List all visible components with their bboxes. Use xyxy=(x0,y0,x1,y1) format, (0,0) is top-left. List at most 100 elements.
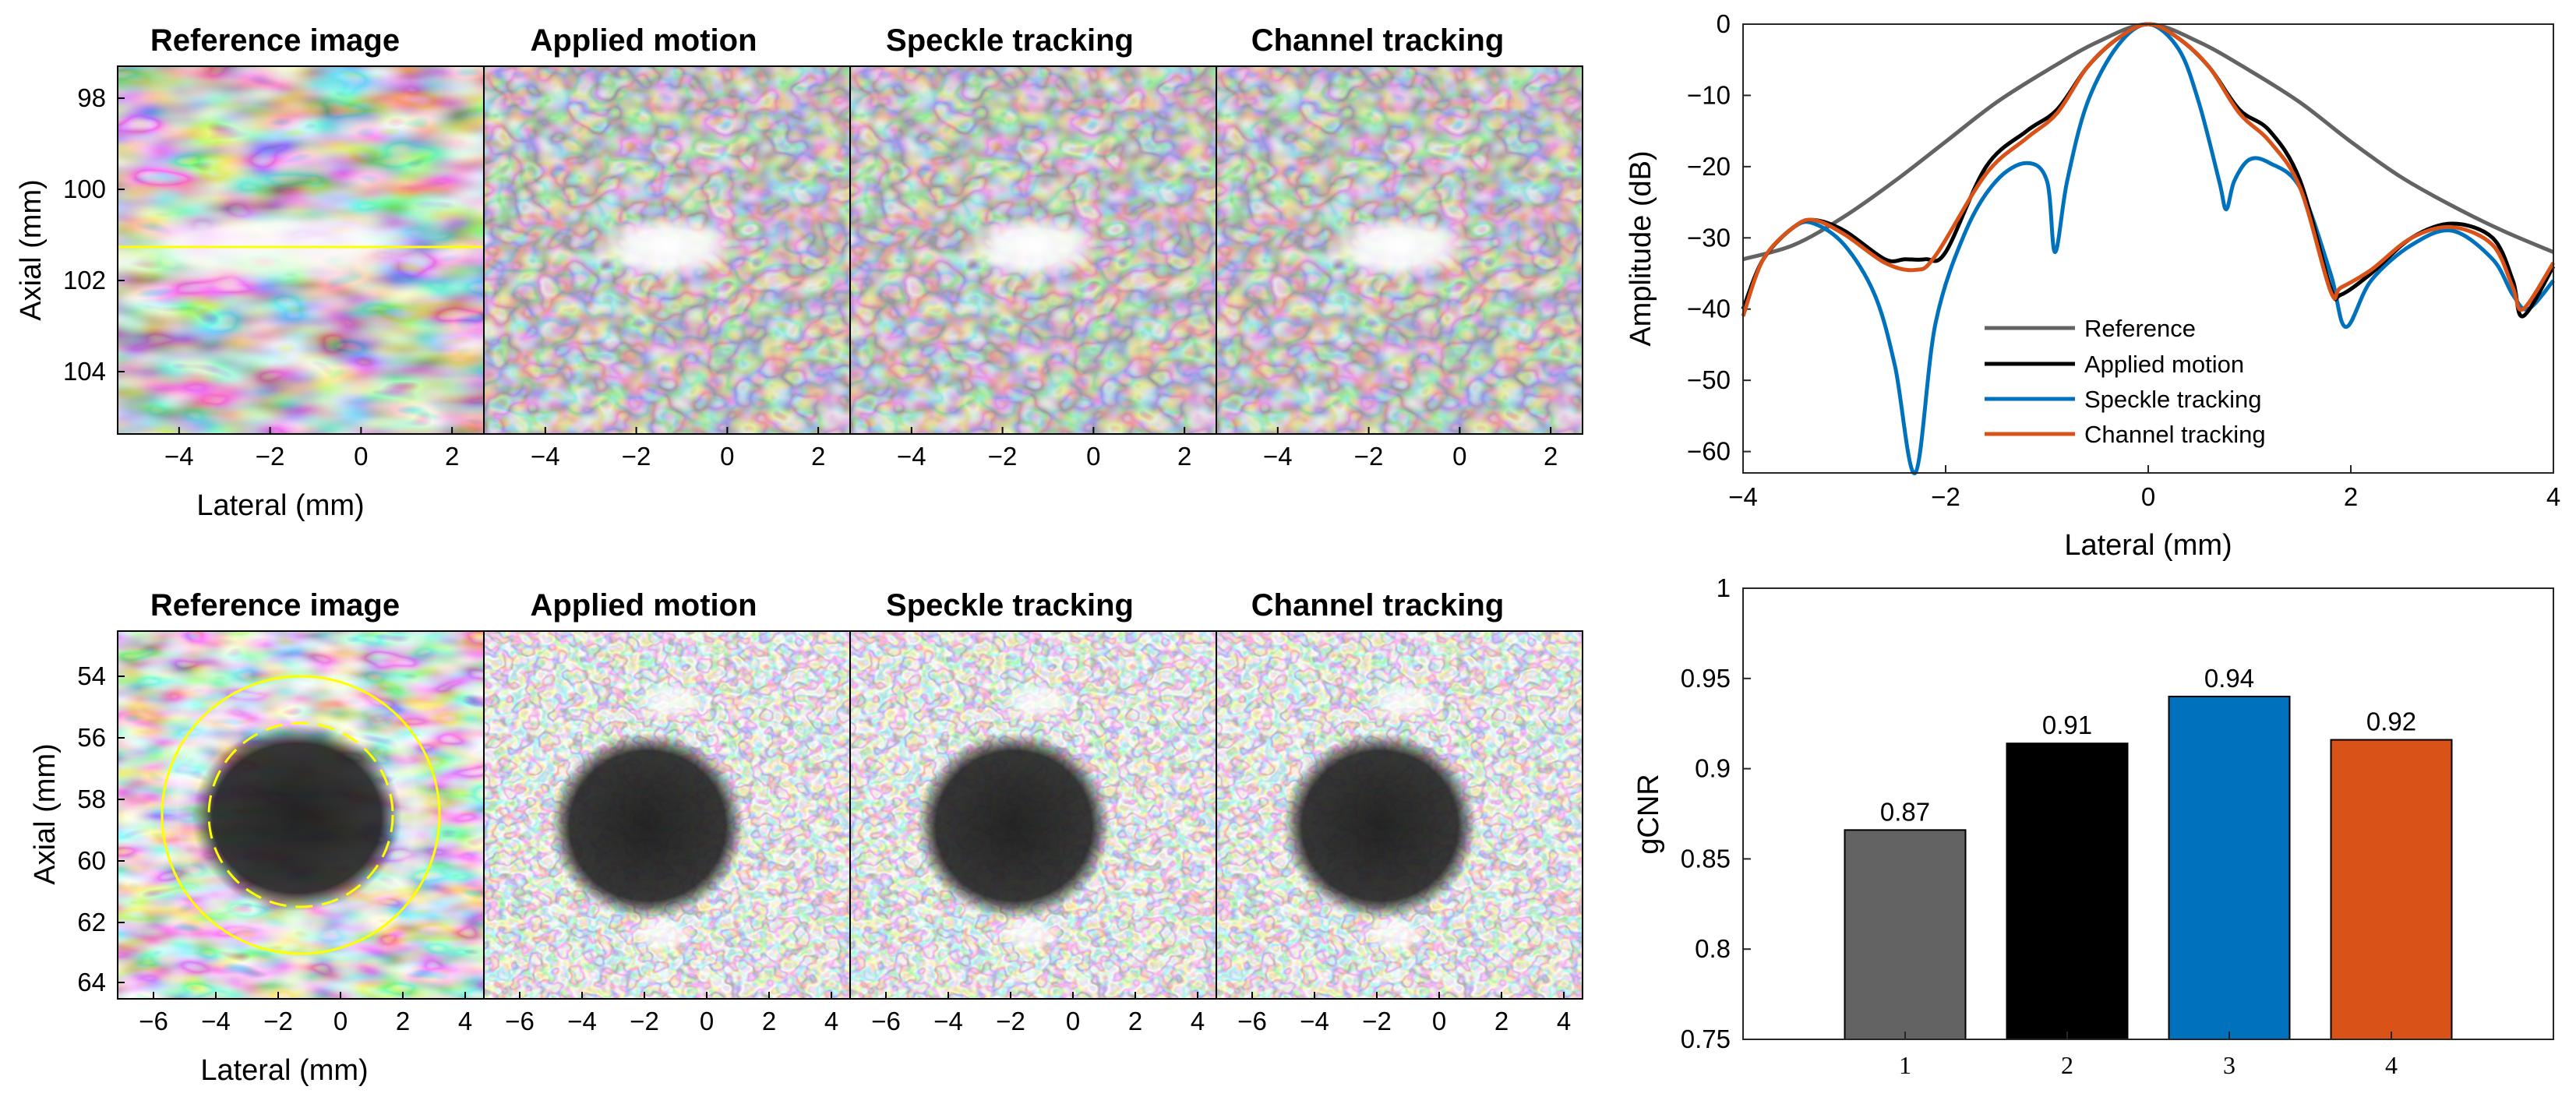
bottom-xtick-label: −6 xyxy=(871,1007,901,1035)
top-image-panels: Reference image Applied motion Speckle t… xyxy=(15,23,1583,522)
top-xtick-label: −4 xyxy=(897,442,926,471)
bottom-xtick-label: −6 xyxy=(139,1007,168,1035)
line-chart-ticks: −4 −2 0 2 40−10−20−30−40−50−60 xyxy=(1687,9,2560,511)
bar-data-label: 0.91 xyxy=(2042,711,2092,739)
bottom-ytick-54: 54 xyxy=(77,661,106,690)
bottom-xtick-label: 4 xyxy=(1191,1007,1205,1035)
bottom-title-1: Reference image xyxy=(150,588,400,623)
gcnr-bar-chart: 0.75 0.8 0.85 0.9 0.95 1 0.87 1 0.91 2 0.94 3 0.92 4… xyxy=(1632,573,2554,1079)
top-xtick-label: −4 xyxy=(531,442,560,471)
bottom-title-3: Speckle tracking xyxy=(886,588,1134,623)
top-xtick-label: −4 xyxy=(164,442,194,471)
top-xtick-label: 2 xyxy=(811,442,825,471)
bar-ytick-label: 0.9 xyxy=(1695,754,1731,783)
line-series-channel xyxy=(1741,22,2556,317)
bar-2 xyxy=(2006,743,2129,1041)
top-xtick-label: −4 xyxy=(1263,442,1293,471)
bottom-panel-applied-motion xyxy=(483,630,851,1000)
line-xtick-label: −4 xyxy=(1728,482,1758,511)
bottom-xtick-label: 0 xyxy=(1432,1007,1446,1035)
top-xtick-label: 2 xyxy=(1544,442,1558,471)
legend-label-channel: Channel tracking xyxy=(2084,421,2266,448)
bottom-xtick-label: 0 xyxy=(1066,1007,1080,1035)
bottom-image-panels: Reference image Applied motion Speckle t… xyxy=(29,588,1583,1087)
bottom-xtick-label: 2 xyxy=(1494,1007,1509,1035)
line-ytick-label: −50 xyxy=(1687,365,1731,394)
bottom-xtick-label: 0 xyxy=(700,1007,714,1035)
top-xtick-label: −2 xyxy=(256,442,285,471)
top-ytick-98: 98 xyxy=(77,83,106,112)
bottom-xtick-label: −6 xyxy=(505,1007,535,1035)
bottom-xtick-label: −6 xyxy=(1237,1007,1267,1035)
bottom-xtick-label: 2 xyxy=(762,1007,776,1035)
bottom-panel-channel-tracking xyxy=(1216,630,1583,1000)
top-ytick-100: 100 xyxy=(63,175,106,203)
line-ytick-label: 0 xyxy=(1717,9,1731,38)
bar-ytick-label: 0.85 xyxy=(1681,844,1731,873)
legend-label-speckle: Speckle tracking xyxy=(2084,386,2261,413)
top-xtick-label: −2 xyxy=(988,442,1018,471)
bottom-title-4: Channel tracking xyxy=(1251,588,1505,623)
top-xtick-label: −2 xyxy=(1354,442,1384,471)
line-xtick-label: 4 xyxy=(2546,482,2560,511)
bottom-ytick-60: 60 xyxy=(77,846,106,875)
bar-data-label: 0.87 xyxy=(1880,797,1930,826)
bar-ytick-label: 1 xyxy=(1717,573,1731,602)
top-title-2: Applied motion xyxy=(530,23,757,58)
top-panel-reference xyxy=(117,65,485,435)
line-ytick-label: −60 xyxy=(1687,437,1731,466)
bottom-xtick-label: 4 xyxy=(458,1007,472,1035)
bar-ytick-label: 0.75 xyxy=(1681,1025,1731,1053)
top-panel-applied-motion xyxy=(483,65,851,435)
bottom-xtick-label: 2 xyxy=(1128,1007,1142,1035)
bar-xtick-label: 2 xyxy=(2061,1051,2073,1079)
bar-data-label: 0.92 xyxy=(2366,707,2416,736)
bar-xtick-label: 4 xyxy=(2385,1051,2398,1079)
bottom-xtick-label: −4 xyxy=(567,1007,597,1035)
top-panel-speckle-tracking xyxy=(849,65,1217,435)
bar-ytick-label: 0.8 xyxy=(1695,934,1731,963)
bottom-xtick-label: −4 xyxy=(201,1007,231,1035)
bottom-xtick-label: 4 xyxy=(824,1007,838,1035)
top-xlabel: Lateral (mm) xyxy=(196,489,364,522)
bottom-xtick-label: −2 xyxy=(630,1007,659,1035)
top-xtick-label: 0 xyxy=(1086,442,1100,471)
amplitude-profile-chart: −4 −2 0 2 40−10−20−30−40−50−60 Amplitude (dB… xyxy=(1625,9,2560,562)
bottom-ytick-62: 62 xyxy=(77,908,106,937)
line-chart-ylabel: Amplitude (dB) xyxy=(1625,150,1657,346)
top-ytick-104: 104 xyxy=(63,357,106,386)
bottom-xtick-label: −4 xyxy=(933,1007,963,1035)
top-title-1: Reference image xyxy=(150,23,400,58)
line-series-speckle xyxy=(1741,22,2555,475)
bar-xtick-label: 1 xyxy=(1899,1051,1911,1079)
top-xtick-label: 2 xyxy=(445,442,459,471)
bar-chart-axes-box xyxy=(1742,587,2554,1040)
legend-label-applied: Applied motion xyxy=(2084,351,2244,378)
bottom-xtick-label: −2 xyxy=(1362,1007,1392,1035)
top-title-4: Channel tracking xyxy=(1251,23,1505,58)
bottom-xtick-label: −2 xyxy=(996,1007,1025,1035)
bottom-xlabel: Lateral (mm) xyxy=(200,1054,368,1087)
legend-label-reference: Reference xyxy=(2084,315,2196,342)
top-xtick-label: −2 xyxy=(622,442,651,471)
top-xtick-label: 0 xyxy=(1452,442,1466,471)
bottom-x-ticks: −6 −4 −2 0 2 4 −6 −4 −2 0 2 4 −6 −4 −2 0 2 4 −6 −4 −2 0 2 4 xyxy=(139,992,1571,1035)
line-chart-axes-box xyxy=(1742,23,2554,474)
bottom-ytick-56: 56 xyxy=(77,723,106,752)
line-ytick-label: −40 xyxy=(1687,295,1731,323)
bar-xtick-label: 3 xyxy=(2223,1051,2235,1079)
bottom-xtick-label: 2 xyxy=(396,1007,410,1035)
bottom-ytick-58: 58 xyxy=(77,785,106,813)
top-x-ticks: −4 −2 0 2 −4 −2 0 2 −4 −2 0 2 −4 −2 0 2 xyxy=(164,427,1558,471)
bottom-xtick-label: −2 xyxy=(263,1007,293,1035)
bottom-xtick-label: 4 xyxy=(1557,1007,1571,1035)
bottom-ylabel: Axial (mm) xyxy=(29,743,62,885)
inner-roi-circle xyxy=(207,721,394,908)
bar-chart-ylabel: gCNR xyxy=(1632,774,1665,854)
bar-data-label: 0.94 xyxy=(2204,664,2254,693)
line-xtick-label: 0 xyxy=(2141,482,2155,511)
bottom-xtick-label: −4 xyxy=(1300,1007,1329,1035)
bottom-xtick-label: 0 xyxy=(333,1007,348,1035)
bottom-panel-speckle-tracking xyxy=(849,630,1217,1000)
bottom-y-ticks: 54 56 58 60 62 64 xyxy=(77,661,125,996)
